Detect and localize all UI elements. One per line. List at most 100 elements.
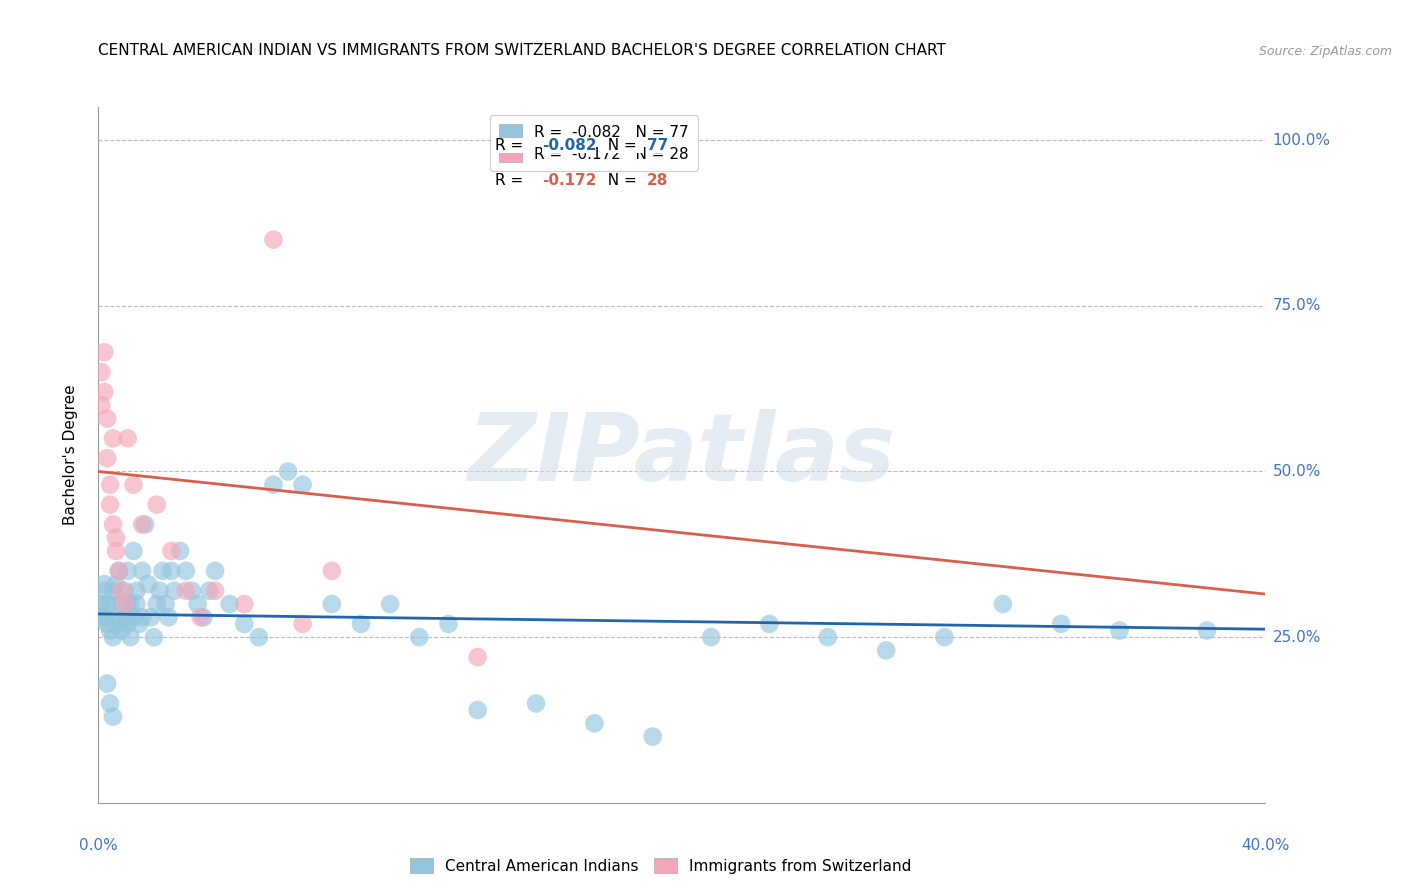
- Legend: R =  -0.082   N = 77, R =  -0.172   N = 28: R = -0.082 N = 77, R = -0.172 N = 28: [489, 115, 697, 171]
- Text: CENTRAL AMERICAN INDIAN VS IMMIGRANTS FROM SWITZERLAND BACHELOR'S DEGREE CORRELA: CENTRAL AMERICAN INDIAN VS IMMIGRANTS FR…: [98, 43, 946, 58]
- Point: [108, 564, 131, 578]
- Point: [149, 583, 172, 598]
- Point: [190, 610, 212, 624]
- Point: [218, 597, 240, 611]
- Text: 40.0%: 40.0%: [1241, 838, 1289, 854]
- Text: 50.0%: 50.0%: [1272, 464, 1320, 479]
- Point: [98, 477, 121, 491]
- Point: [131, 517, 153, 532]
- Point: [93, 583, 115, 598]
- Point: [96, 676, 118, 690]
- Point: [174, 583, 197, 598]
- Point: [152, 564, 174, 578]
- Point: [291, 616, 314, 631]
- Text: 0.0%: 0.0%: [79, 838, 118, 854]
- Point: [134, 517, 156, 532]
- Point: [193, 610, 215, 624]
- Text: N =: N =: [598, 172, 641, 187]
- Point: [96, 411, 118, 425]
- Point: [1195, 624, 1218, 638]
- Text: 77: 77: [647, 137, 668, 153]
- Point: [117, 564, 139, 578]
- Point: [93, 384, 115, 399]
- Point: [93, 345, 115, 359]
- Point: [142, 630, 165, 644]
- Point: [114, 583, 136, 598]
- Legend: Central American Indians, Immigrants from Switzerland: Central American Indians, Immigrants fro…: [404, 852, 918, 880]
- Point: [583, 716, 606, 731]
- Point: [108, 564, 131, 578]
- Point: [93, 610, 115, 624]
- Point: [120, 630, 142, 644]
- Point: [160, 564, 183, 578]
- Point: [155, 597, 177, 611]
- Point: [101, 517, 124, 532]
- Point: [146, 597, 169, 611]
- Point: [101, 431, 124, 445]
- Point: [90, 365, 112, 379]
- Point: [291, 477, 314, 491]
- Point: [96, 451, 118, 466]
- Point: [104, 577, 127, 591]
- Point: [321, 564, 343, 578]
- Text: R =: R =: [495, 172, 533, 187]
- Point: [1050, 616, 1073, 631]
- Point: [169, 544, 191, 558]
- Point: [262, 233, 284, 247]
- Point: [117, 616, 139, 631]
- Text: -0.082: -0.082: [541, 137, 596, 153]
- Point: [122, 544, 145, 558]
- Point: [991, 597, 1014, 611]
- Point: [934, 630, 956, 644]
- Point: [700, 630, 723, 644]
- Point: [104, 544, 127, 558]
- Point: [114, 597, 136, 611]
- Text: 25.0%: 25.0%: [1272, 630, 1320, 645]
- Point: [128, 616, 150, 631]
- Text: 75.0%: 75.0%: [1272, 298, 1320, 313]
- Point: [125, 597, 148, 611]
- Y-axis label: Bachelor's Degree: Bachelor's Degree: [63, 384, 77, 525]
- Point: [262, 477, 284, 491]
- Point: [1108, 624, 1130, 638]
- Point: [157, 610, 180, 624]
- Point: [641, 730, 664, 744]
- Point: [163, 583, 186, 598]
- Point: [125, 583, 148, 598]
- Point: [96, 616, 118, 631]
- Point: [233, 597, 256, 611]
- Point: [122, 477, 145, 491]
- Point: [131, 610, 153, 624]
- Point: [101, 630, 124, 644]
- Point: [378, 597, 402, 611]
- Point: [146, 498, 169, 512]
- Point: [98, 624, 121, 638]
- Point: [111, 597, 134, 611]
- Point: [180, 583, 202, 598]
- Point: [187, 597, 209, 611]
- Point: [114, 610, 136, 624]
- Point: [111, 624, 134, 638]
- Point: [117, 597, 139, 611]
- Point: [204, 564, 226, 578]
- Point: [90, 597, 112, 611]
- Point: [90, 610, 112, 624]
- Point: [96, 597, 118, 611]
- Point: [120, 597, 142, 611]
- Point: [108, 616, 131, 631]
- Point: [350, 616, 373, 631]
- Point: [875, 643, 897, 657]
- Point: [139, 610, 162, 624]
- Text: Source: ZipAtlas.com: Source: ZipAtlas.com: [1258, 45, 1392, 58]
- Point: [758, 616, 780, 631]
- Point: [117, 431, 139, 445]
- Text: R =: R =: [495, 137, 533, 153]
- Point: [198, 583, 221, 598]
- Text: 100.0%: 100.0%: [1272, 133, 1330, 148]
- Point: [277, 465, 299, 479]
- Point: [101, 709, 124, 723]
- Point: [524, 697, 547, 711]
- Point: [467, 703, 489, 717]
- Point: [160, 544, 183, 558]
- Point: [98, 498, 121, 512]
